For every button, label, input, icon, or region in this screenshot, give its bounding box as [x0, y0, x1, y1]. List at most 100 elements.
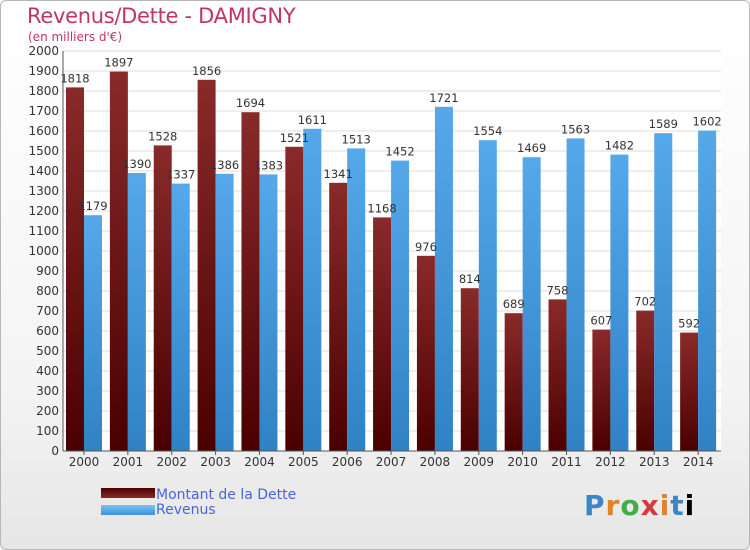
- logo-letter: x: [640, 489, 660, 522]
- data-label-debt: 1168: [367, 201, 396, 215]
- y-tick-label: 500: [36, 344, 59, 358]
- bar-debt: [592, 329, 611, 451]
- x-tick-label: 2010: [507, 455, 538, 469]
- data-label-debt: 689: [503, 297, 525, 311]
- y-tick-label: 600: [36, 324, 59, 338]
- y-tick-label: 1800: [28, 84, 59, 98]
- y-tick-label: 1200: [28, 204, 59, 218]
- y-tick-label: 200: [36, 404, 59, 418]
- x-tick-label: 2011: [551, 455, 582, 469]
- data-label-debt: 1528: [148, 129, 177, 143]
- y-tick-label: 0: [51, 444, 59, 458]
- data-label-debt: 758: [547, 283, 569, 297]
- x-tick-label: 2006: [332, 455, 363, 469]
- y-tick-label: 300: [36, 384, 59, 398]
- data-label-debt: 976: [415, 240, 437, 254]
- bar-revenue: [303, 128, 322, 452]
- data-label-debt: 1521: [280, 131, 309, 145]
- bar-debt: [373, 217, 392, 451]
- data-label-debt: 1818: [60, 71, 89, 85]
- bar-debt: [285, 146, 304, 452]
- logo-letter: r: [605, 489, 621, 522]
- chart-subtitle: (en milliers d'€): [28, 30, 123, 44]
- y-tick-label: 1400: [28, 164, 59, 178]
- y-tick-label: 1000: [28, 244, 59, 258]
- x-tick-label: 2002: [156, 455, 187, 469]
- data-label-revenue: 1589: [649, 117, 678, 131]
- x-tick-label: 2005: [288, 455, 319, 469]
- x-tick-label: 2004: [244, 455, 275, 469]
- legend-swatch-revenue: [101, 505, 155, 515]
- data-label-debt: 1856: [192, 64, 221, 78]
- y-tick-label: 800: [36, 284, 59, 298]
- logo-letter: i: [684, 489, 696, 522]
- x-tick-label: 2009: [464, 455, 495, 469]
- data-label-debt: 607: [590, 314, 612, 328]
- bar-revenue: [347, 148, 366, 451]
- y-tick-label: 1300: [28, 184, 59, 198]
- x-tick-label: 2012: [595, 455, 626, 469]
- bar-debt: [329, 182, 348, 452]
- axis-layer: 0 100 200 300 400 500 600 700 800 900 1000 1100 1200…: [28, 44, 721, 469]
- bar-revenue: [171, 183, 190, 451]
- data-label-layer: 1818 1179 1897 1390 1528 1337 1856 1386 1694 1383…: [60, 56, 721, 331]
- bar-debt: [197, 79, 216, 452]
- logo-letter: P: [584, 489, 606, 522]
- x-tick-label: 2000: [69, 455, 100, 469]
- data-label-revenue: 1337: [166, 168, 195, 182]
- x-tick-label: 2008: [420, 455, 451, 469]
- bar-debt: [680, 332, 699, 451]
- x-tick-label: 2013: [639, 455, 670, 469]
- y-tick-label: 100: [36, 424, 59, 438]
- y-tick-label: 400: [36, 364, 59, 378]
- x-tick-label: 2007: [376, 455, 407, 469]
- data-label-revenue: 1383: [254, 158, 283, 172]
- data-label-debt: 1694: [236, 96, 265, 110]
- data-label-revenue: 1554: [473, 124, 502, 138]
- bar-debt: [504, 313, 523, 451]
- y-tick-label: 1600: [28, 124, 59, 138]
- data-label-revenue: 1482: [605, 139, 634, 153]
- y-tick-label: 700: [36, 304, 59, 318]
- bar-debt: [636, 310, 655, 451]
- bar-revenue: [654, 133, 673, 451]
- data-label-debt: 1341: [324, 167, 353, 181]
- bar-revenue: [566, 138, 585, 451]
- bar-revenue: [127, 173, 146, 451]
- logo-letter: o: [620, 489, 641, 522]
- y-tick-label: 1700: [28, 104, 59, 118]
- data-label-revenue: 1721: [429, 91, 458, 105]
- y-tick-label: 1100: [28, 224, 59, 238]
- y-tick-label: 2000: [28, 44, 59, 58]
- y-tick-label: 1900: [28, 64, 59, 78]
- data-label-revenue: 1563: [561, 122, 590, 136]
- data-label-revenue: 1179: [78, 199, 107, 213]
- bar-revenue: [259, 174, 278, 451]
- data-label-revenue: 1513: [342, 132, 371, 146]
- data-label-debt: 1897: [104, 56, 133, 70]
- x-tick-label: 2014: [683, 455, 714, 469]
- logo-letter: t: [670, 489, 685, 522]
- data-label-debt: 814: [459, 272, 481, 286]
- data-label-revenue: 1602: [692, 115, 721, 129]
- chart-title: Revenus/Dette - DAMIGNY: [27, 4, 296, 28]
- data-label-revenue: 1452: [385, 145, 414, 159]
- proxiti-logo: Proxiti: [584, 489, 695, 522]
- bar-debt: [66, 87, 84, 452]
- logo-letter: i: [659, 489, 671, 522]
- legend-swatch-debt: [101, 488, 155, 498]
- bar-debt: [153, 145, 172, 451]
- data-label-debt: 702: [634, 295, 656, 309]
- x-tick-label: 2003: [200, 455, 231, 469]
- y-tick-label: 900: [36, 264, 59, 278]
- data-label-revenue: 1611: [298, 113, 327, 127]
- x-tick-label: 2001: [113, 455, 144, 469]
- bar-revenue: [478, 140, 497, 451]
- bar-debt: [548, 299, 567, 451]
- bar-debt: [109, 71, 128, 451]
- bar-revenue: [84, 215, 102, 451]
- bar-debt: [416, 255, 435, 451]
- data-label-revenue: 1390: [122, 157, 151, 171]
- bar-revenue: [522, 157, 541, 451]
